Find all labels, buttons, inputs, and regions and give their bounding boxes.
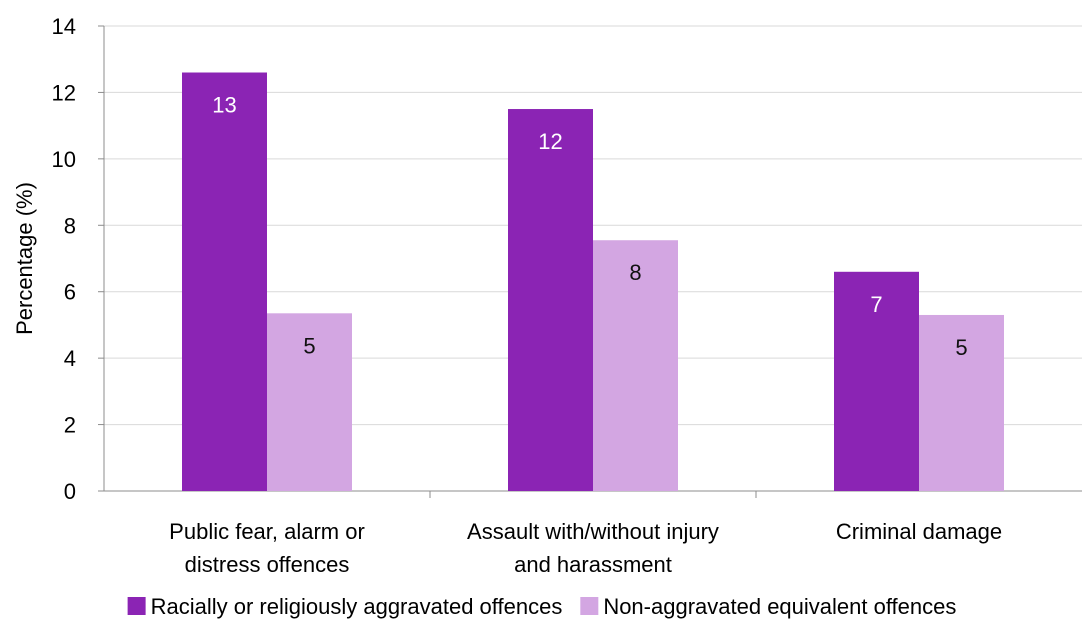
- data-label: 5: [955, 335, 967, 360]
- bar: [593, 240, 678, 491]
- x-tick-label: Criminal damage: [836, 519, 1002, 544]
- y-axis-title: Percentage (%): [12, 182, 37, 335]
- data-label: 13: [212, 93, 236, 118]
- x-tick-label: distress offences: [185, 552, 350, 577]
- legend-swatch: [580, 597, 599, 615]
- data-label: 12: [538, 129, 562, 154]
- y-tick-label: 6: [64, 280, 76, 305]
- y-tick-label: 0: [64, 479, 76, 504]
- data-label: 8: [629, 260, 641, 285]
- y-tick-label: 14: [52, 14, 76, 39]
- x-tick-label: Public fear, alarm or: [169, 519, 365, 544]
- bar: [834, 271, 919, 491]
- legend-label: Non-aggravated equivalent offences: [603, 594, 956, 619]
- bar: [919, 314, 1004, 491]
- data-label: 7: [870, 292, 882, 317]
- y-tick-label: 2: [64, 413, 76, 438]
- x-tick-label: Assault with/without injury: [467, 519, 719, 544]
- bar: [182, 72, 267, 491]
- y-tick-label: 10: [52, 147, 76, 172]
- bar: [267, 313, 352, 491]
- y-tick-label: 4: [64, 346, 76, 371]
- bar: [508, 109, 593, 492]
- legend-label: Racially or religiously aggravated offen…: [151, 594, 563, 619]
- x-tick-label: and harassment: [514, 552, 672, 577]
- y-tick-label: 8: [64, 213, 76, 238]
- y-tick-label: 12: [52, 80, 76, 105]
- legend-swatch: [127, 597, 146, 615]
- data-label: 5: [303, 333, 315, 358]
